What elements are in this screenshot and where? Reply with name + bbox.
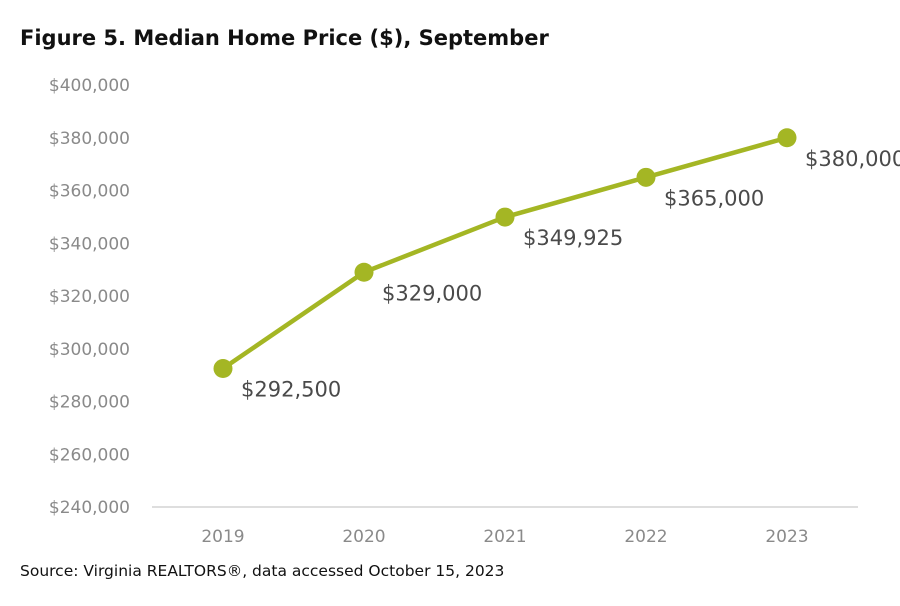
data-point — [495, 207, 515, 227]
y-tick-label: $260,000 — [49, 445, 130, 465]
data-point — [354, 262, 374, 282]
data-label: $380,000 — [805, 147, 900, 171]
data-label: $365,000 — [664, 186, 764, 210]
y-tick-label: $340,000 — [49, 234, 130, 254]
y-tick-label: $360,000 — [49, 182, 130, 202]
source-note: Source: Virginia REALTORS®, data accesse… — [20, 562, 505, 580]
data-point — [777, 128, 797, 148]
y-tick-label: $400,000 — [49, 76, 130, 96]
x-tick-label: 2022 — [624, 527, 667, 547]
y-tick-label: $380,000 — [49, 129, 130, 149]
data-point — [636, 167, 656, 187]
x-tick-label: 2023 — [765, 527, 808, 547]
x-tick-label: 2020 — [342, 527, 385, 547]
data-label: $292,500 — [241, 378, 341, 402]
chart-title: Figure 5. Median Home Price ($), Septemb… — [20, 26, 549, 50]
y-tick-label: $240,000 — [49, 498, 130, 518]
y-tick-label: $280,000 — [49, 393, 130, 413]
y-tick-label: $300,000 — [49, 340, 130, 360]
data-point — [213, 359, 233, 379]
data-label: $349,925 — [523, 226, 623, 250]
x-tick-label: 2021 — [483, 527, 526, 547]
data-label: $329,000 — [382, 281, 482, 305]
x-tick-label: 2019 — [201, 527, 244, 547]
series-line — [220, 135, 790, 371]
y-tick-label: $320,000 — [49, 287, 130, 307]
